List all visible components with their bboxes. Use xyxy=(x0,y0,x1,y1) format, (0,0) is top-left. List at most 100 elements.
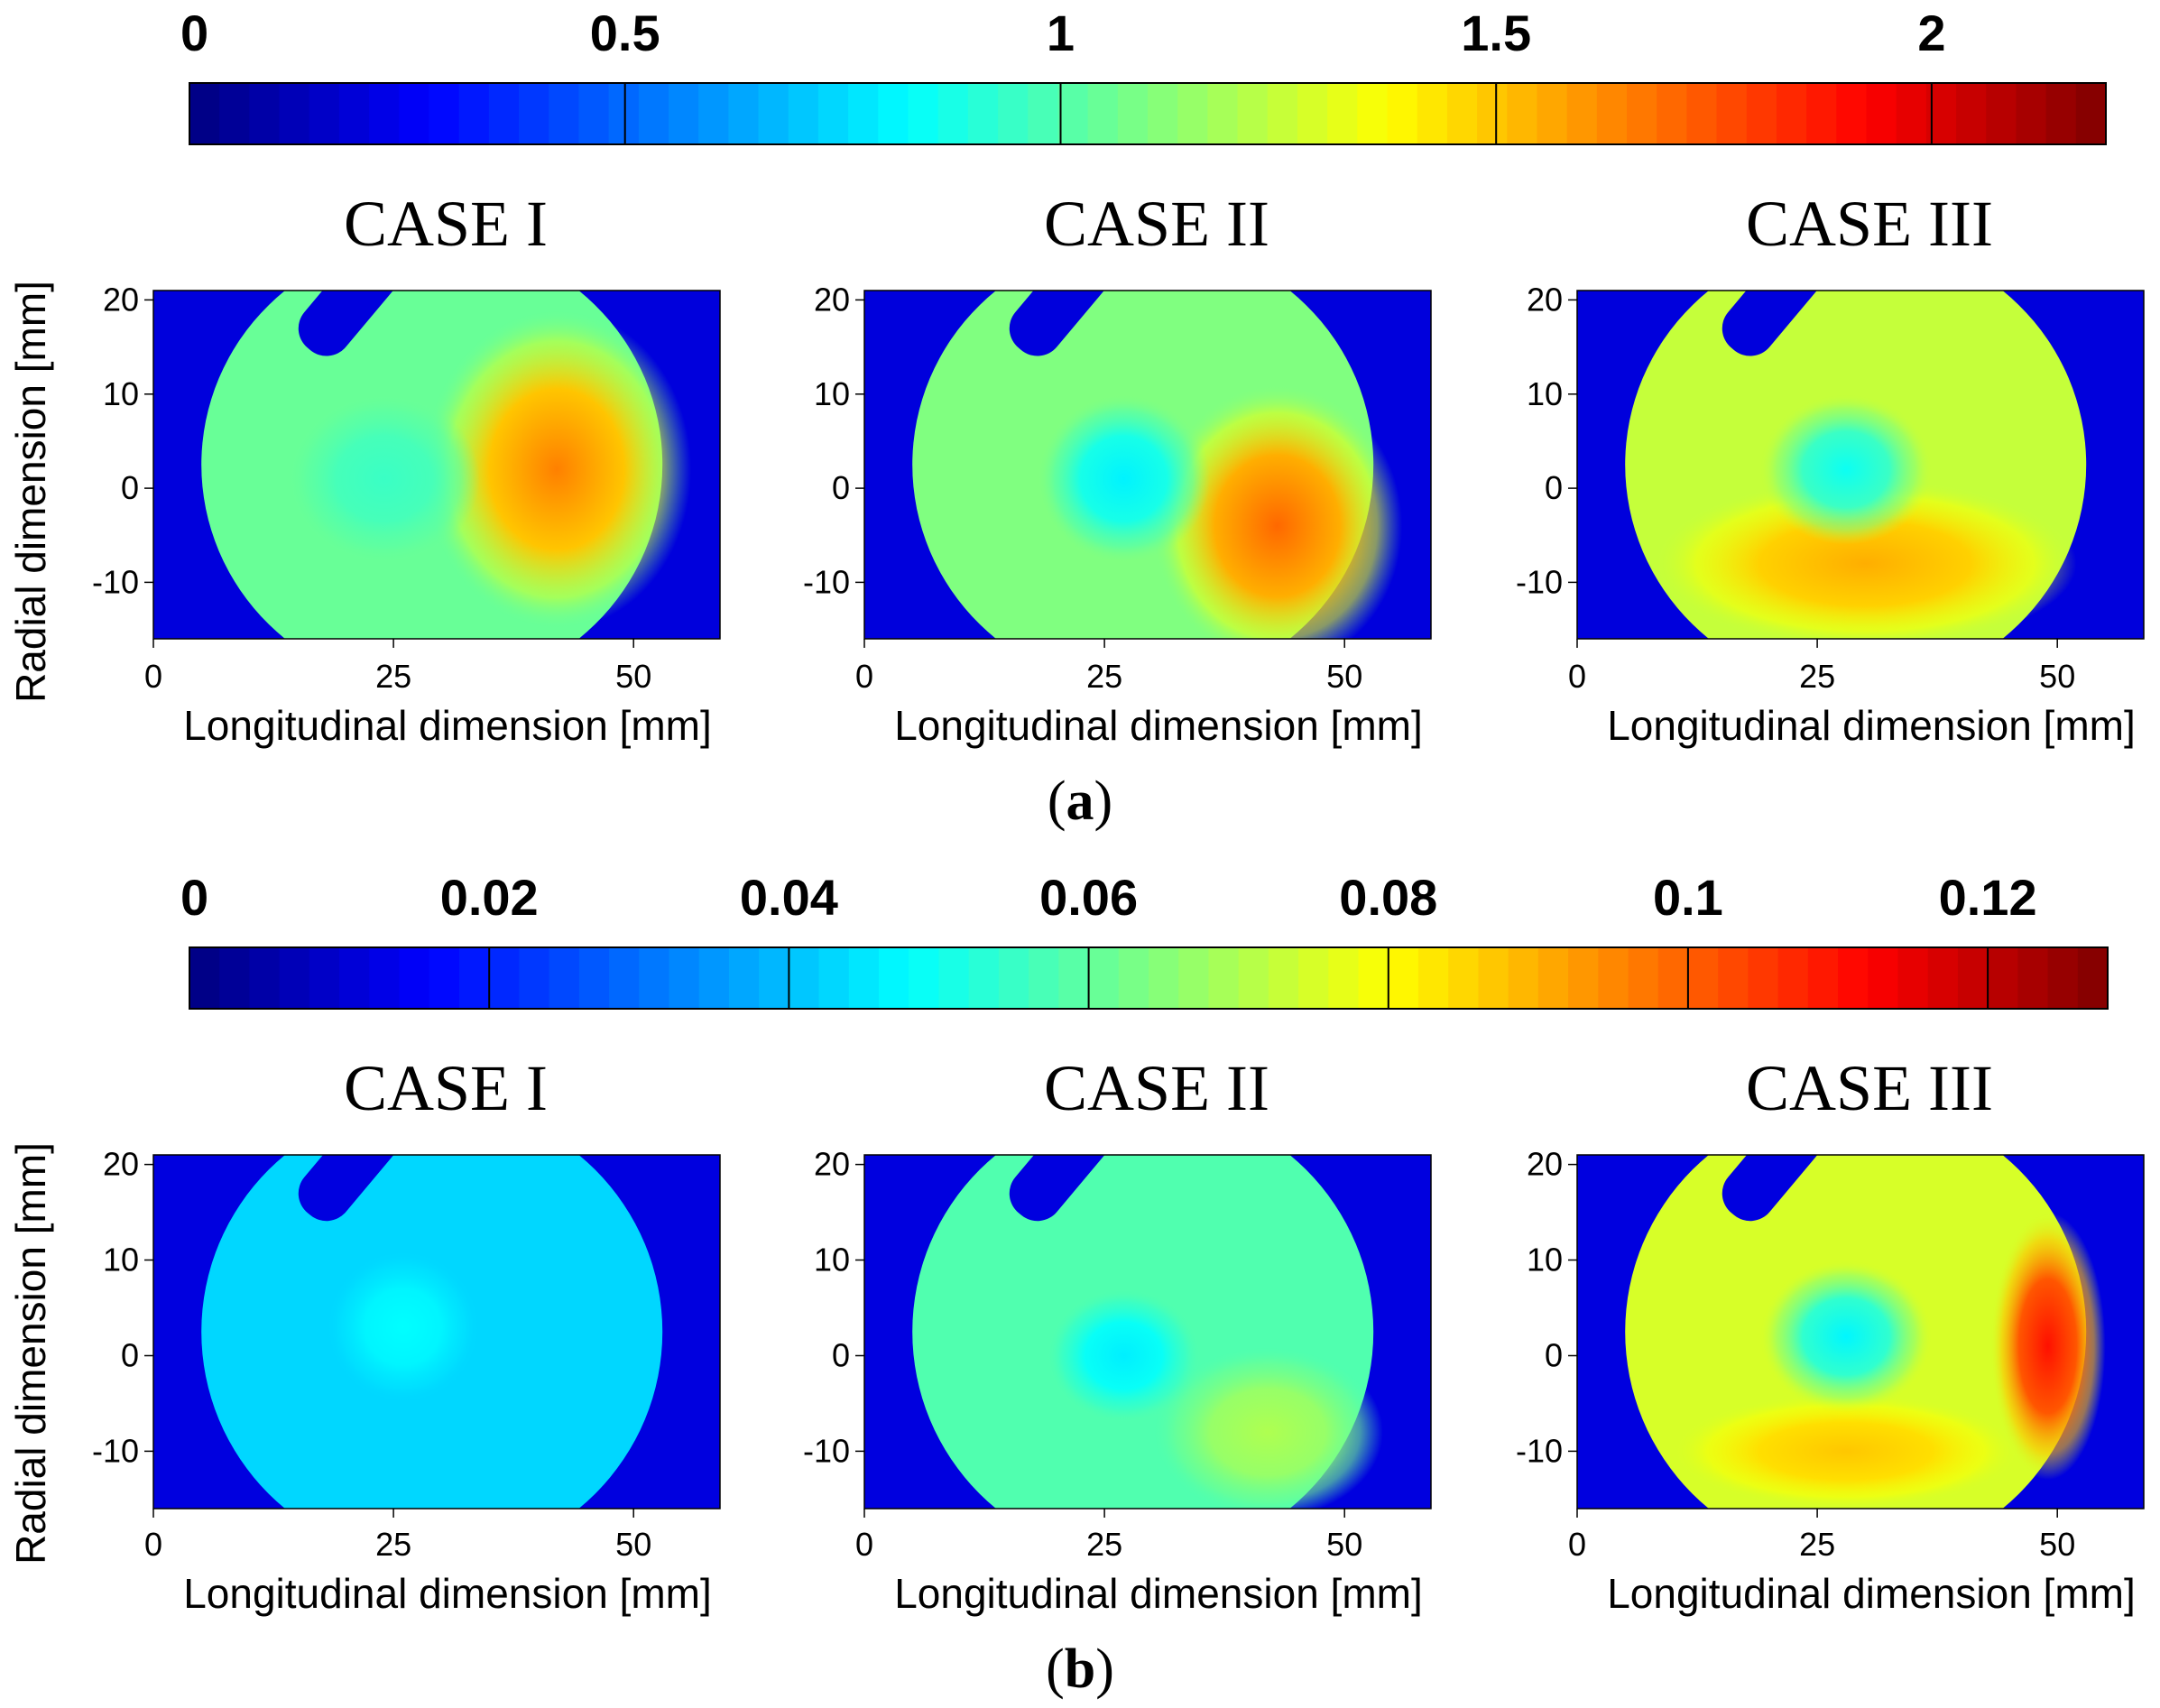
case-title: CASE II xyxy=(1044,1052,1269,1124)
colorbar-segment xyxy=(1897,947,1929,1009)
colorbar-segment xyxy=(1238,947,1269,1009)
colorbar-segment xyxy=(698,947,730,1009)
hot-region xyxy=(1654,478,2077,639)
y-tick-label: 0 xyxy=(832,1337,850,1374)
colorbar-segment xyxy=(848,83,879,144)
plot-frame xyxy=(863,1154,1432,1510)
heatmap-panel-b-3: CASE III 0 25 50 -10 0 10 20 Longitudinal dimens… xyxy=(1516,1052,2145,1617)
hot-region xyxy=(422,309,692,630)
colorbar-tick-label: 0.04 xyxy=(740,869,838,926)
colorbar-segment xyxy=(759,947,789,1009)
colorbar-segment xyxy=(1297,83,1328,144)
case-title: CASE II xyxy=(1044,188,1269,260)
colorbar-segment xyxy=(2075,83,2107,144)
x-tick-label: 0 xyxy=(1568,1526,1586,1563)
colorbar-segment xyxy=(1687,947,1719,1009)
y-tick-label: -10 xyxy=(1516,563,1563,600)
colorbar-segment xyxy=(1568,947,1599,1009)
x-axis-label: Longitudinal dimension [mm] xyxy=(1607,702,2136,749)
colorbar-segment xyxy=(1446,83,1478,144)
case-title: CASE III xyxy=(1746,1052,1993,1124)
colorbar-segment xyxy=(489,947,521,1009)
colorbar-segment xyxy=(339,947,370,1009)
colorbar-segment xyxy=(1537,947,1569,1009)
colorbar-segment xyxy=(1448,947,1480,1009)
colorbar-segment xyxy=(2017,947,2049,1009)
colorbar-segment xyxy=(1508,947,1539,1009)
case-title: CASE I xyxy=(344,188,548,260)
colorbar-segment xyxy=(338,83,370,144)
colorbar-segment xyxy=(1537,83,1568,144)
y-tick-label: 10 xyxy=(103,1242,139,1279)
colorbar-segment xyxy=(1388,947,1419,1009)
colorbar-segment xyxy=(1718,947,1749,1009)
colorbar-segment xyxy=(429,947,460,1009)
colorbar-segment xyxy=(519,83,549,144)
y-tick-label: -10 xyxy=(92,1432,139,1469)
colorbar-segment xyxy=(1148,83,1178,144)
colorbar-segment xyxy=(878,83,909,144)
colorbar-segment xyxy=(1298,947,1329,1009)
heatmap-image xyxy=(153,1155,720,1509)
plot-frame xyxy=(1576,290,2145,640)
colorbar-segment xyxy=(1927,947,1959,1009)
colorbar-segment xyxy=(399,947,430,1009)
colorbar-segment xyxy=(279,947,310,1009)
case-title: CASE III xyxy=(1746,188,1993,260)
colorbar-segment xyxy=(549,83,580,144)
cold-region xyxy=(1047,1288,1201,1423)
panel-label: (a) xyxy=(1048,771,1112,832)
injector-notch xyxy=(1722,291,1831,356)
injector-notch xyxy=(298,1155,407,1222)
colorbar-segment xyxy=(1836,83,1868,144)
colorbar-segment xyxy=(909,947,940,1009)
colorbar-segment xyxy=(818,947,850,1009)
x-tick-label: 25 xyxy=(1086,658,1122,695)
panel-label-letter: a xyxy=(1066,771,1094,832)
colorbar-segment xyxy=(1267,83,1298,144)
colorbar-segment xyxy=(189,83,220,144)
colorbar-segment xyxy=(728,947,760,1009)
colorbar-segment xyxy=(578,83,610,144)
colorbar-segment xyxy=(1417,83,1448,144)
colorbar-segment xyxy=(1657,83,1687,144)
colorbar-segment xyxy=(279,83,310,144)
x-tick-label: 50 xyxy=(615,658,651,695)
y-tick-label: 20 xyxy=(1527,1146,1563,1183)
injector-notch xyxy=(1009,1155,1118,1222)
colorbar-segment xyxy=(1117,83,1149,144)
hot-region xyxy=(1152,384,1403,639)
colorbar-segment xyxy=(1178,947,1210,1009)
colorbar-segment xyxy=(1627,83,1657,144)
y-tick-label: 0 xyxy=(1545,469,1563,506)
colorbar-segment xyxy=(937,83,969,144)
colorbar-segment xyxy=(1957,947,1989,1009)
colorbar-tick-label: 0 xyxy=(180,5,208,61)
colorbar-segment xyxy=(369,83,400,144)
x-axis-label: Longitudinal dimension [mm] xyxy=(183,1570,712,1617)
colorbar-segment xyxy=(1087,83,1119,144)
y-tick-label: 20 xyxy=(1527,281,1563,318)
x-tick-label: 25 xyxy=(375,658,411,695)
colorbar-segment xyxy=(789,947,820,1009)
colorbar-segment xyxy=(669,947,700,1009)
colorbar-segment xyxy=(2047,947,2079,1009)
colorbar-segment xyxy=(758,83,789,144)
colorbar-segment xyxy=(698,83,729,144)
colorbar-frame xyxy=(189,946,2109,1010)
heatmap-image xyxy=(864,1155,1431,1509)
colorbar-segment xyxy=(788,83,819,144)
colorbar-segment xyxy=(1866,83,1897,144)
colorbar-segment xyxy=(249,947,281,1009)
y-tick-label: 0 xyxy=(121,469,139,506)
colorbar-segment xyxy=(1956,83,1987,144)
colorbar-segment xyxy=(967,83,999,144)
colorbar-segment xyxy=(1628,947,1659,1009)
colorbar-segment xyxy=(1357,83,1389,144)
x-tick-label: 25 xyxy=(1086,1526,1122,1563)
injector-notch xyxy=(1009,291,1118,356)
y-tick-label: 20 xyxy=(814,281,850,318)
cold-region xyxy=(1759,393,1933,545)
y-axis-label: Radial dimension [mm] xyxy=(7,281,54,703)
colorbar-segment xyxy=(1387,83,1418,144)
